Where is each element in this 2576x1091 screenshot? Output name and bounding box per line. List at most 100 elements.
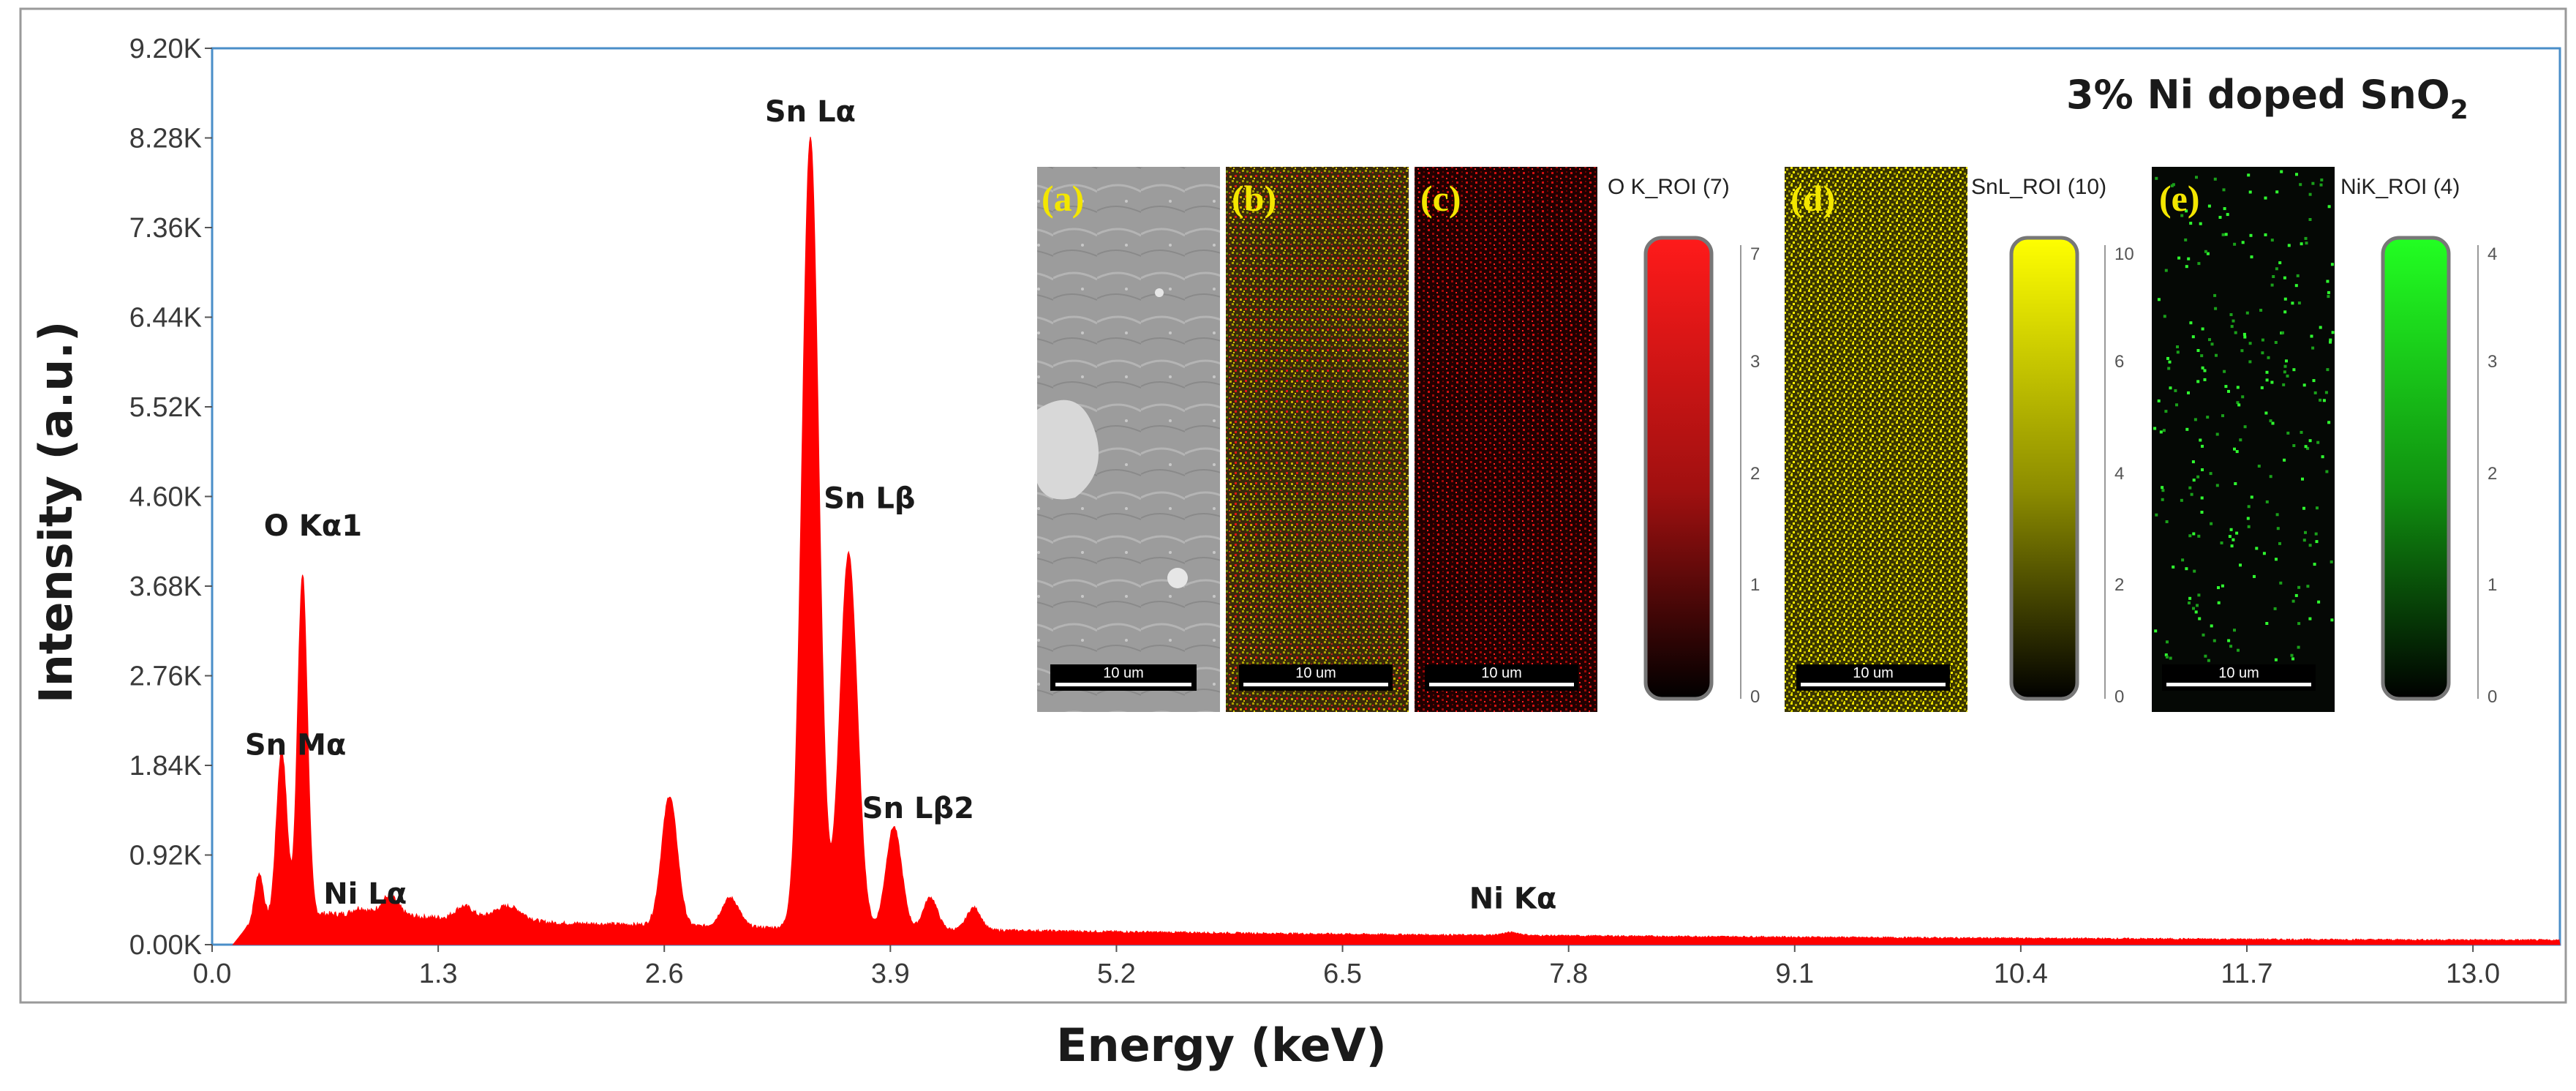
nickel-dot xyxy=(2274,341,2278,344)
nickel-dot xyxy=(2326,368,2330,372)
nickel-dot xyxy=(2294,284,2298,288)
nickel-dot xyxy=(2283,276,2286,280)
nickel-dot xyxy=(2217,586,2220,590)
scale-bar-label: 10 um xyxy=(1481,665,1522,681)
nickel-dot xyxy=(2249,233,2253,237)
nickel-dot xyxy=(2311,181,2315,185)
nickel-dot xyxy=(2210,342,2214,346)
colorbar-tick: 0 xyxy=(1750,687,1760,707)
nickel-dot xyxy=(2283,370,2286,374)
nickel-dot xyxy=(2306,446,2310,450)
nickel-dot xyxy=(2269,475,2272,479)
peak-label: Sn Lα xyxy=(765,95,856,129)
colorbar-tick: 0 xyxy=(2114,687,2124,707)
nickel-dot xyxy=(2243,335,2247,339)
nickel-dot xyxy=(2221,414,2224,418)
nickel-dot xyxy=(2304,445,2308,449)
nickel-dot xyxy=(2283,364,2287,368)
nickel-dot xyxy=(2308,544,2312,547)
nickel-dot xyxy=(2315,540,2319,544)
scale-bar-label: 10 um xyxy=(1295,665,1336,681)
nickel-dot xyxy=(2308,617,2312,621)
nickel-dot xyxy=(2162,429,2166,432)
nickel-dot xyxy=(2169,386,2172,390)
nickel-dot xyxy=(2292,368,2296,372)
nickel-dot xyxy=(2227,639,2231,642)
nickel-dot xyxy=(2272,275,2275,278)
nickel-dot xyxy=(2188,596,2192,600)
nickel-dot xyxy=(2189,222,2193,225)
nickel-dot xyxy=(2228,535,2232,539)
nickel-dot xyxy=(2304,236,2308,240)
y-tick-label: 0.00K xyxy=(129,930,202,961)
scale-bar-label: 10 um xyxy=(1103,665,1144,681)
nickel-dot xyxy=(2296,274,2300,277)
nickel-dot xyxy=(2196,604,2199,607)
nickel-dot xyxy=(2213,293,2217,297)
nickel-dot xyxy=(2291,599,2295,603)
scale-bar-line xyxy=(1801,683,1946,686)
colorbar-tick: 1 xyxy=(2488,575,2497,595)
y-tick-label: 2.76K xyxy=(129,661,202,692)
nickel-dot xyxy=(2166,356,2169,360)
nickel-dot xyxy=(2297,622,2301,626)
tin-map xyxy=(1785,167,1967,712)
nickel-dot xyxy=(2215,432,2219,436)
nickel-dot xyxy=(2206,416,2210,419)
nickel-dot xyxy=(2153,427,2157,430)
nickel-dot xyxy=(2226,213,2229,217)
oxygen-map xyxy=(1415,167,1597,712)
spectrum-area xyxy=(232,136,2561,945)
nickel-dot xyxy=(2327,421,2331,424)
nickel-dot xyxy=(2280,170,2283,173)
nickel-dot xyxy=(2257,465,2261,468)
nickel-dot xyxy=(2163,315,2166,318)
panel-a-sem: 10 um (a) xyxy=(1037,167,1220,712)
nickel-dot xyxy=(2203,369,2207,372)
nickel-dot xyxy=(2185,567,2188,571)
nickel-dot xyxy=(2259,309,2263,312)
figure-frame xyxy=(19,7,2567,1004)
nickel-dot xyxy=(2169,656,2172,660)
nickel-dot xyxy=(2204,654,2207,658)
nickel-dot xyxy=(2248,342,2252,345)
nickel-dot xyxy=(2250,495,2253,499)
nickel-dot xyxy=(2278,261,2282,265)
nickel-dot xyxy=(2294,593,2298,597)
nickel-dot xyxy=(2236,401,2240,405)
nickel-dot xyxy=(2165,520,2169,523)
colorbar-tick: 0 xyxy=(2488,687,2497,707)
nickel-dot xyxy=(2229,528,2233,531)
nickel-dot xyxy=(2250,255,2253,259)
nickel-dot xyxy=(2271,421,2275,425)
nickel-dot xyxy=(2319,398,2322,402)
nickel-dot xyxy=(2187,257,2191,260)
nickel-dot xyxy=(2275,558,2278,561)
nickel-dot xyxy=(2207,204,2211,208)
nickel-dot xyxy=(2326,280,2330,283)
nickel-dot xyxy=(2329,338,2332,342)
nickel-dot xyxy=(2155,513,2158,517)
nickel-dot xyxy=(2177,256,2181,260)
y-tick-label: 4.60K xyxy=(129,482,202,513)
nickel-dot xyxy=(2198,617,2202,621)
colorbar-tick: 6 xyxy=(2114,352,2124,372)
sem-particle xyxy=(1155,288,1164,297)
nickel-dot xyxy=(2229,313,2233,316)
spectrum-group xyxy=(232,136,2561,945)
nickel-dot xyxy=(2311,346,2315,350)
nickel-dot xyxy=(2185,427,2189,431)
x-tick-label: 6.5 xyxy=(1323,959,1362,989)
nickel-dot xyxy=(2319,183,2323,187)
x-tick-label: 11.7 xyxy=(2221,959,2272,989)
panel-b-overlay: 10 um (b) xyxy=(1226,167,1409,712)
annotation-group: Sn Lα O Kα1 Sn Lβ Sn Mα Sn Lβ2 Ni Lα Ni Kα xyxy=(245,95,1556,916)
colorbar-tick: 2 xyxy=(2488,464,2497,484)
nickel-dot xyxy=(2208,338,2211,342)
nickel-dot xyxy=(2287,244,2291,247)
nickel-dot xyxy=(2227,389,2230,393)
nickel-dot xyxy=(2154,629,2158,633)
nickel-dot xyxy=(2221,584,2224,588)
mapping-inset: 10 um (a) 10 um (b) 10 um (c) O K_ROI (7… xyxy=(1037,167,2497,712)
nickel-dot xyxy=(2325,470,2329,473)
